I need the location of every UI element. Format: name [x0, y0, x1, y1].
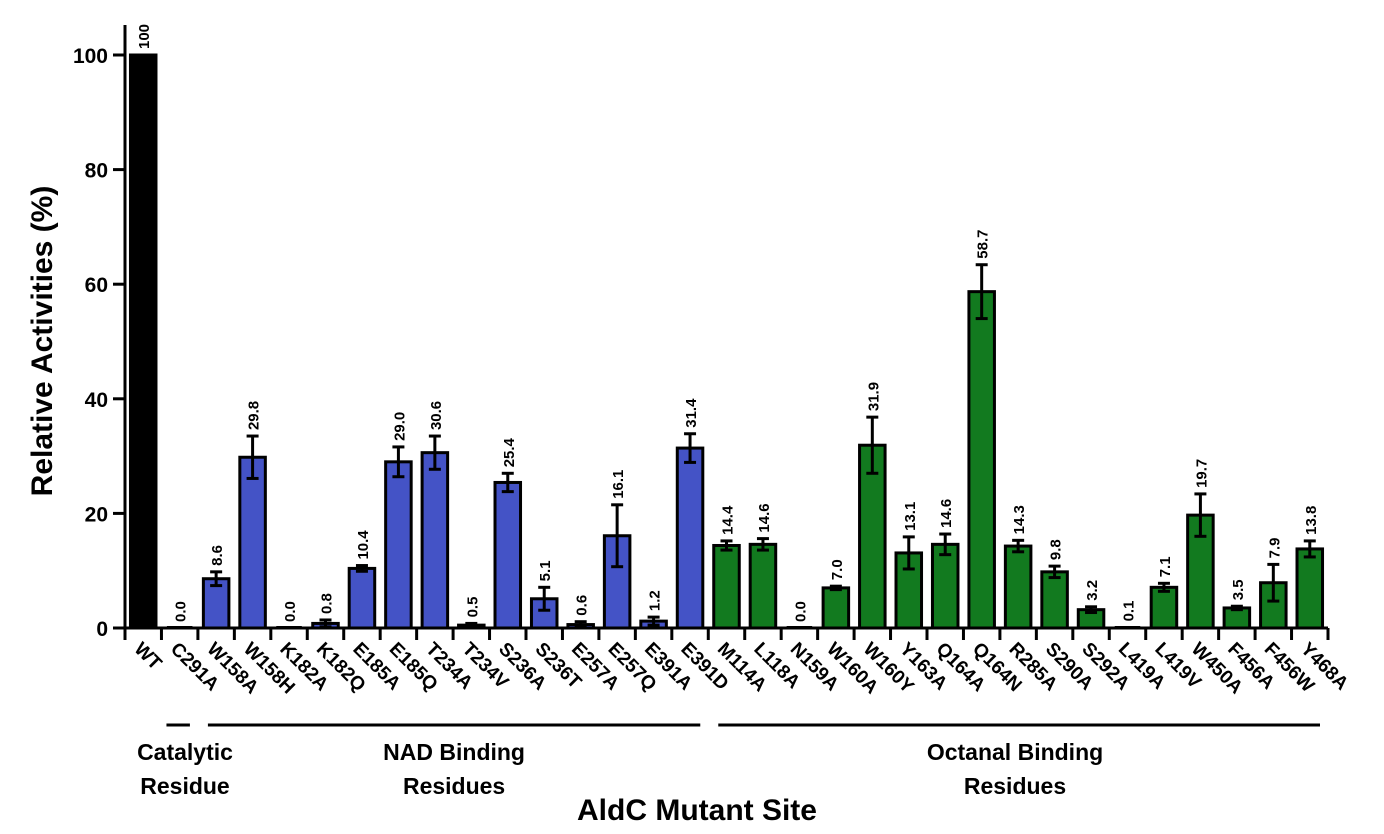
error-bar-Q164A [939, 532, 952, 557]
bar-M114A [712, 543, 741, 630]
error-bar-R285A [1012, 538, 1025, 554]
bar-Q164A [930, 542, 960, 630]
error-bar-Q164N [975, 263, 988, 321]
y-tick-label: 40 [85, 389, 108, 412]
error-bar-M114A [720, 539, 733, 552]
error-bar-S292A [1085, 605, 1098, 615]
value-label: 19.7 [1193, 459, 1210, 488]
error-bar-L118A [756, 537, 769, 552]
value-label: 31.9 [865, 382, 882, 411]
error-bar-W160A [829, 584, 842, 592]
error-bar-Y163A [902, 535, 915, 571]
bar-R285A [1003, 544, 1033, 630]
error-bar-E257Q [611, 503, 624, 569]
bar-L118A [748, 542, 778, 630]
bar-WT [128, 53, 158, 630]
value-label: 0.0 [792, 601, 809, 622]
error-bar-E185Q [392, 445, 405, 479]
bars-layer [128, 53, 1325, 630]
y-tick-label: 20 [85, 503, 108, 526]
error-bar-W158A [210, 570, 223, 588]
x-tick-label: WT [130, 639, 166, 675]
error-bar-S236T [538, 585, 551, 612]
error-bar-S290A [1048, 564, 1061, 580]
group-label-nad-binding: NAD Binding [383, 739, 525, 765]
value-label: 0.5 [464, 597, 481, 618]
labels-layer: 100WT0.0C291A8.6W158A29.8W158H0.0K182A0.… [73, 24, 1352, 799]
value-label: 14.6 [756, 503, 773, 532]
bar-S290A [1040, 570, 1069, 630]
value-label: 7.0 [829, 559, 846, 580]
y-tick-label: 100 [73, 45, 108, 68]
value-label: 14.3 [1011, 505, 1028, 534]
bar-T234A [420, 451, 450, 630]
error-bar-Y468A [1303, 539, 1316, 559]
value-label: 0.6 [574, 595, 591, 616]
bar-S236A [493, 480, 523, 630]
error-bar-W450A [1194, 492, 1207, 538]
bar-E391D [675, 446, 705, 630]
error-bar-W158H [246, 434, 259, 480]
value-label: 7.1 [1157, 556, 1174, 577]
y-tick-label: 60 [85, 274, 108, 297]
y-tick-label: 80 [85, 160, 108, 183]
value-label: 14.4 [720, 505, 737, 535]
value-label: 16.1 [610, 470, 627, 499]
group-label-octanal-binding: Residues [964, 773, 1066, 799]
error-bar-F456A [1230, 604, 1243, 612]
value-label: 58.7 [975, 230, 992, 259]
axes-layer [113, 25, 1330, 727]
group-label-catalytic: Residue [140, 773, 229, 799]
bar-E185Q [384, 460, 413, 630]
value-label: 0.0 [282, 601, 299, 622]
bar-W158H [238, 455, 267, 630]
group-label-catalytic: Catalytic [137, 739, 233, 765]
value-label: 0.1 [1121, 601, 1138, 622]
x-axis-title: AldC Mutant Site [577, 794, 817, 827]
bar-Y468A [1295, 547, 1325, 630]
error-bar-E391D [684, 432, 697, 464]
error-bar-W160Y [866, 415, 879, 475]
error-bar-T234A [428, 434, 441, 471]
value-label: 7.9 [1266, 538, 1283, 559]
value-label: 31.4 [683, 398, 700, 428]
bar-W160A [821, 586, 851, 630]
value-label: 30.6 [428, 401, 445, 430]
value-label: 100 [136, 24, 153, 49]
group-label-nad-binding: Residues [403, 773, 505, 799]
value-label: 8.6 [209, 545, 226, 566]
error-bar-F456W [1267, 562, 1280, 603]
error-bar-L419V [1157, 581, 1170, 593]
value-label: 13.8 [1303, 506, 1320, 535]
error-bar-E185A [355, 564, 368, 573]
error-bar-E391A [647, 615, 660, 627]
value-label: 1.2 [647, 590, 664, 611]
value-label: 10.4 [355, 530, 372, 560]
bar-E185A [347, 566, 377, 630]
error-bar-S236A [501, 471, 514, 494]
y-tick-label: 0 [96, 618, 108, 641]
value-label: 0.0 [173, 601, 190, 622]
value-label: 29.0 [391, 412, 408, 441]
value-label: 3.5 [1230, 579, 1247, 600]
value-label: 3.2 [1084, 580, 1101, 601]
value-label: 9.8 [1048, 539, 1065, 560]
value-label: 13.1 [902, 502, 919, 531]
value-label: 25.4 [501, 437, 518, 467]
value-label: 14.6 [938, 499, 955, 528]
group-label-octanal-binding: Octanal Binding [927, 739, 1103, 765]
bar-L419V [1149, 585, 1179, 630]
value-label: 29.8 [246, 401, 263, 430]
y-axis-title: Relative Activities (%) [26, 186, 59, 497]
value-label: 0.8 [319, 593, 336, 614]
bar-Q164N [967, 290, 996, 630]
value-label: 5.1 [537, 560, 554, 581]
